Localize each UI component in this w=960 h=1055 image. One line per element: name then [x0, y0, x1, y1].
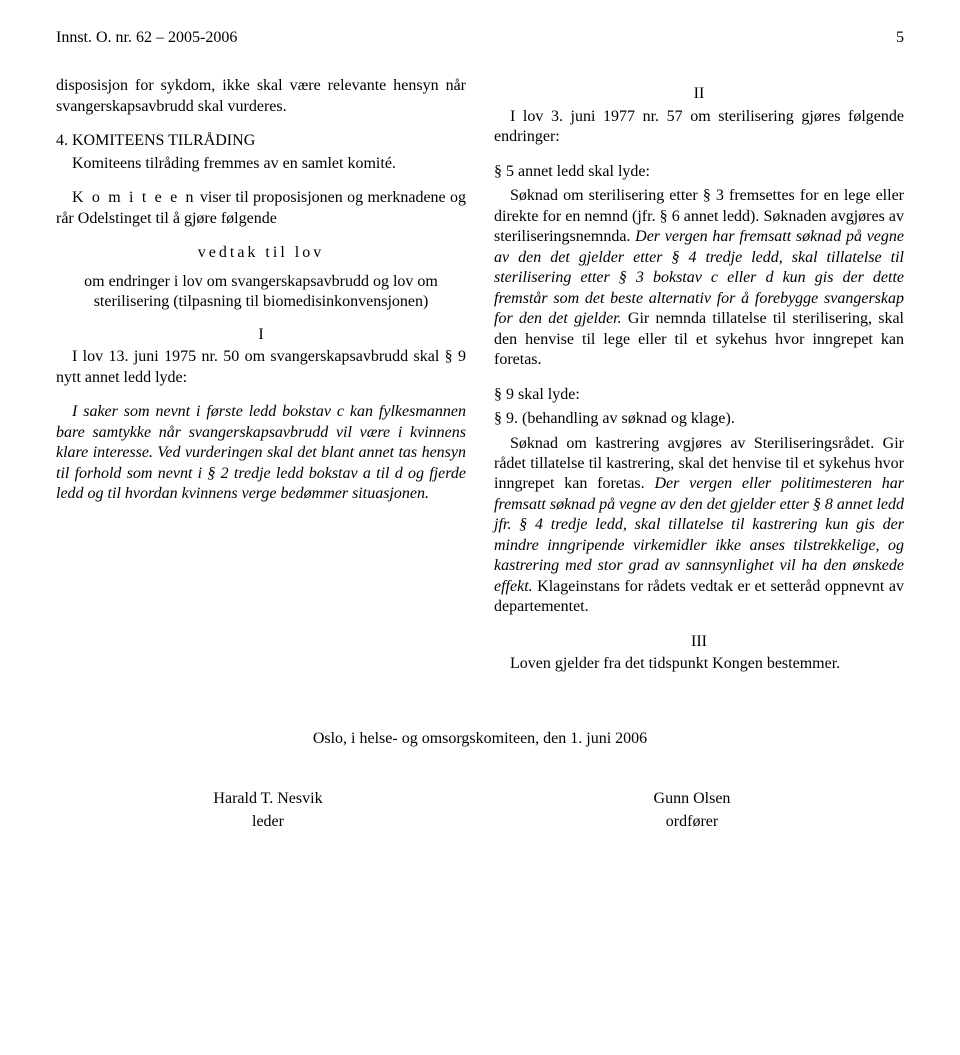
- komiteen-spaced: K o m i t e e n: [72, 189, 196, 206]
- vedtak-heading: vedtak til lov: [56, 243, 466, 263]
- roman-III: III: [494, 632, 904, 652]
- signature-left: Harald T. Nesvik leder: [56, 789, 480, 832]
- section-4-title: KOMITEENS TILRÅDING: [72, 132, 255, 149]
- header-doc-ref: Innst. O. nr. 62 – 2005-2006: [56, 28, 237, 48]
- signature-right: Gunn Olsen ordfører: [480, 789, 904, 832]
- signatures: Harald T. Nesvik leder Gunn Olsen ordfør…: [56, 789, 904, 832]
- sig2-name: Gunn Olsen: [480, 789, 904, 809]
- p6c: Klageinstans for rådets vedtak er et set…: [494, 578, 904, 615]
- para-9-behandling: § 9. (behandling av søknad og klage).: [494, 409, 904, 429]
- para-soknad-kastrering: Søknad om kastrering avgjøres av Sterili…: [494, 434, 904, 618]
- para-lov3: I lov 3. juni 1977 nr. 57 om steriliseri…: [494, 107, 904, 148]
- para-italic-saker: I saker som nevnt i første ledd bokstav …: [56, 402, 466, 504]
- para-komiteen: K o m i t e e n viser til proposisjonen …: [56, 188, 466, 229]
- para-loven-gjelder: Loven gjelder fra det tidspunkt Kongen b…: [494, 654, 904, 674]
- page-header: Innst. O. nr. 62 – 2005-2006 5: [56, 28, 904, 48]
- left-column: disposisjon for sykdom, ikke skal være r…: [56, 76, 466, 688]
- roman-II: II: [494, 84, 904, 104]
- page-number: 5: [896, 28, 904, 48]
- para-tilrading: Komiteens tilråding fremmes av en samlet…: [56, 154, 466, 174]
- section-4-heading: 4. KOMITEENS TILRÅDING: [56, 131, 466, 151]
- sig1-name: Harald T. Nesvik: [56, 789, 480, 809]
- para-9-skal: § 9 skal lyde:: [494, 385, 904, 405]
- two-column-body: disposisjon for sykdom, ikke skal være r…: [56, 76, 904, 688]
- law-subtitle: om endringer i lov om svangerskapsavbrud…: [56, 272, 466, 313]
- para-soknad-sterilisering: Søknad om sterilisering etter § 3 fremse…: [494, 186, 904, 370]
- roman-I: I: [56, 325, 466, 345]
- para-5-annet: § 5 annet ledd skal lyde:: [494, 162, 904, 182]
- footer-line: Oslo, i helse- og omsorgskomiteen, den 1…: [56, 729, 904, 749]
- para-disposisjon: disposisjon for sykdom, ikke skal være r…: [56, 76, 466, 117]
- sig2-role: ordfører: [480, 812, 904, 832]
- section-4-number: 4.: [56, 132, 68, 149]
- right-column: II I lov 3. juni 1977 nr. 57 om sterilis…: [494, 76, 904, 688]
- para-lov13: I lov 13. juni 1975 nr. 50 om svangerska…: [56, 347, 466, 388]
- sig1-role: leder: [56, 812, 480, 832]
